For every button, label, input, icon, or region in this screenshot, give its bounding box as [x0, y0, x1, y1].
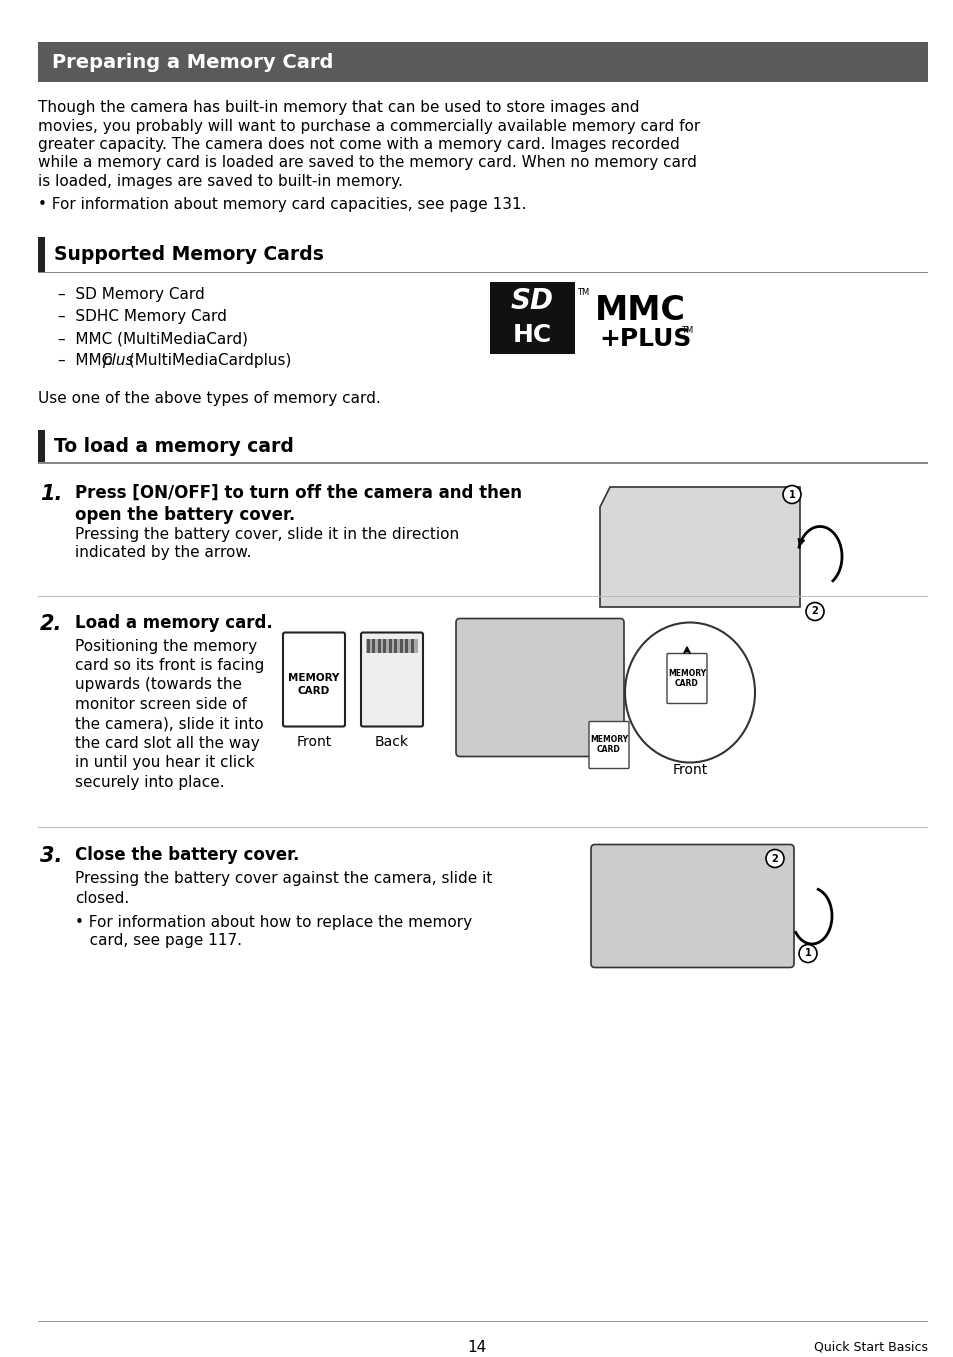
Text: closed.: closed. [75, 892, 129, 906]
Text: Press [ON/OFF] to turn off the camera and then: Press [ON/OFF] to turn off the camera an… [75, 483, 521, 502]
Ellipse shape [624, 623, 754, 763]
Bar [399, 639, 402, 653]
Text: greater capacity. The camera does not come with a memory card. Images recorded: greater capacity. The camera does not co… [38, 137, 679, 152]
Text: card, see page 117.: card, see page 117. [75, 934, 242, 949]
Circle shape [782, 486, 801, 503]
Bar [405, 639, 408, 653]
Text: • For information about how to replace the memory: • For information about how to replace t… [75, 915, 472, 930]
Text: Supported Memory Cards: Supported Memory Cards [54, 246, 323, 265]
Text: while a memory card is loaded are saved to the memory card. When no memory card: while a memory card is loaded are saved … [38, 156, 696, 171]
Text: open the battery cover.: open the battery cover. [75, 506, 294, 524]
Text: MEMORY
CARD: MEMORY CARD [589, 734, 627, 754]
Text: Front: Front [672, 763, 707, 776]
FancyBboxPatch shape [590, 844, 793, 968]
Text: movies, you probably will want to purchase a commercially available memory card : movies, you probably will want to purcha… [38, 118, 700, 133]
Text: 1: 1 [803, 949, 810, 958]
Text: card so its front is facing: card so its front is facing [75, 658, 264, 673]
Bar [366, 639, 417, 653]
Text: 1: 1 [788, 490, 795, 499]
Text: monitor screen side of: monitor screen side of [75, 697, 247, 712]
FancyBboxPatch shape [456, 619, 623, 756]
Text: Preparing a Memory Card: Preparing a Memory Card [52, 53, 333, 72]
Text: MEMORY
CARD: MEMORY CARD [288, 673, 339, 696]
Text: –  MMC: – MMC [58, 353, 112, 368]
Text: Pressing the battery cover against the camera, slide it: Pressing the battery cover against the c… [75, 871, 492, 886]
Polygon shape [599, 487, 800, 607]
Circle shape [799, 944, 816, 962]
Text: 1.: 1. [40, 483, 62, 503]
Bar [38, 430, 45, 464]
Text: Quick Start Basics: Quick Start Basics [813, 1339, 927, 1353]
Text: upwards (towards the: upwards (towards the [75, 677, 242, 692]
FancyBboxPatch shape [666, 654, 706, 703]
Text: Close the battery cover.: Close the battery cover. [75, 845, 299, 863]
Text: To load a memory card: To load a memory card [54, 437, 294, 456]
Text: TM: TM [577, 288, 589, 297]
Bar [38, 237, 45, 273]
Text: 2.: 2. [40, 615, 62, 635]
Text: –  SD Memory Card: – SD Memory Card [58, 286, 205, 303]
FancyBboxPatch shape [360, 632, 422, 726]
Text: 2: 2 [811, 607, 818, 616]
Text: Front: Front [296, 734, 332, 749]
Bar [490, 318, 575, 354]
Bar [411, 639, 414, 653]
Bar [490, 282, 575, 318]
Text: Pressing the battery cover, slide it in the direction: Pressing the battery cover, slide it in … [75, 528, 458, 543]
Text: Positioning the memory: Positioning the memory [75, 639, 257, 654]
Text: –  MMC (MultiMediaCard): – MMC (MultiMediaCard) [58, 331, 248, 346]
Text: in until you hear it click: in until you hear it click [75, 756, 254, 771]
Bar [383, 639, 386, 653]
Bar [395, 639, 397, 653]
Text: securely into place.: securely into place. [75, 775, 224, 790]
Text: Use one of the above types of memory card.: Use one of the above types of memory car… [38, 391, 380, 406]
FancyBboxPatch shape [588, 722, 628, 768]
Text: –  SDHC Memory Card: – SDHC Memory Card [58, 309, 227, 324]
Circle shape [765, 849, 783, 867]
Bar [377, 639, 380, 653]
Bar [38, 42, 927, 81]
Text: Load a memory card.: Load a memory card. [75, 615, 273, 632]
Text: Back: Back [375, 734, 409, 749]
Bar [372, 639, 375, 653]
Text: • For information about memory card capacities, see page 131.: • For information about memory card capa… [38, 197, 526, 212]
Text: MMC: MMC [595, 293, 685, 327]
Text: HC: HC [513, 323, 552, 346]
Text: plus: plus [102, 353, 133, 368]
Bar [490, 282, 575, 354]
Text: Though the camera has built-in memory that can be used to store images and: Though the camera has built-in memory th… [38, 100, 639, 115]
Text: 14: 14 [467, 1339, 486, 1356]
Bar [389, 639, 392, 653]
Text: SD: SD [511, 288, 554, 315]
Text: 3.: 3. [40, 845, 62, 866]
Text: the camera), slide it into: the camera), slide it into [75, 716, 263, 731]
Text: is loaded, images are saved to built-in memory.: is loaded, images are saved to built-in … [38, 174, 402, 189]
Text: TM: TM [680, 326, 693, 335]
Text: indicated by the arrow.: indicated by the arrow. [75, 546, 251, 560]
FancyBboxPatch shape [283, 632, 345, 726]
Text: the card slot all the way: the card slot all the way [75, 735, 259, 750]
Text: 2: 2 [771, 854, 778, 863]
Circle shape [805, 603, 823, 620]
Bar [367, 639, 370, 653]
Text: +PLUS: +PLUS [598, 327, 691, 351]
Text: MEMORY
CARD: MEMORY CARD [667, 669, 705, 688]
Text: (MultiMediaCardplus): (MultiMediaCardplus) [124, 353, 291, 368]
